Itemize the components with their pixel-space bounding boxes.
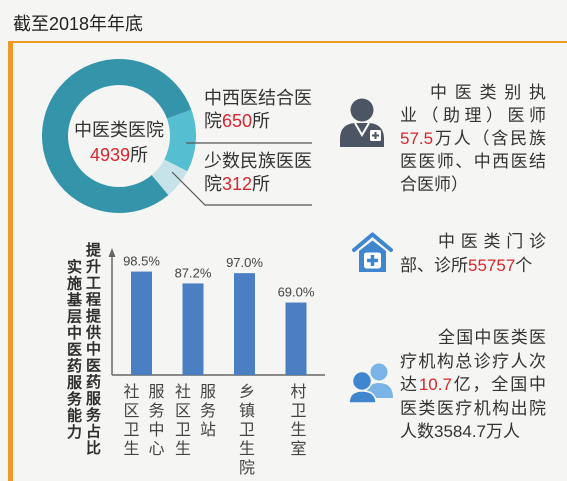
- stat-tcm-clinics: 中医类门诊部、诊所55757个: [400, 230, 546, 278]
- text-line: 达10.7亿，全国中: [400, 373, 546, 397]
- slice-unit: 所: [252, 174, 271, 194]
- text-segment: 医医师、中西医结: [400, 152, 546, 171]
- clinic-house-icon: [352, 232, 393, 272]
- donut-total-unit: 所: [130, 145, 149, 165]
- donut-total-number: 4939: [89, 145, 131, 165]
- donut-center-value: 4939所: [74, 143, 164, 168]
- slice-label: 中西医结合医院: [204, 88, 312, 131]
- text-segment: 疗机构总诊疗人次: [400, 351, 546, 371]
- text-line: 部、诊所55757个: [400, 254, 546, 278]
- connector-line-ethnic-hospitals: [171, 171, 312, 206]
- bar-chart-title-line-1: 实施基层中医药服务能力: [65, 259, 82, 441]
- slice-value: 312: [222, 174, 253, 194]
- text-segment: 万人（含民族: [433, 129, 546, 148]
- text-segment: 医类医疗机构出院: [400, 398, 546, 418]
- bar-chart-title-line-2: 提升工程提供中医药服务占比: [84, 242, 101, 457]
- bar-chart: 98.5% 87.2% 97.0% 69.0%: [108, 248, 325, 376]
- frame-top-rule: [8, 41, 567, 43]
- donut-slice-1: [164, 109, 196, 172]
- text-line: 合医师）: [400, 173, 546, 196]
- text-segment: 部、诊所: [400, 256, 468, 275]
- text-line: 全国中医类医: [400, 326, 546, 350]
- bar-3: [234, 273, 255, 375]
- connector-lines: [171, 142, 312, 206]
- text-segment: 人数3584.7万人: [400, 422, 520, 441]
- stat-tcm-physicians: 中医类别执业（助理）医师 57.5万人（含民族医医师、中西医结 合医师）: [400, 81, 546, 196]
- y-axis-arrow-icon: [108, 248, 116, 257]
- highlight-number: 57.5: [400, 129, 434, 148]
- donut-label-integrated-hospitals: 中西医结合医院650所: [204, 87, 319, 133]
- bar-category-label-2: 社区卫生服务站: [172, 383, 214, 459]
- text-segment: 亿，全国中: [451, 375, 547, 394]
- slice-value: 650: [222, 111, 253, 131]
- bar-category-label-1: 社区卫生服务中心: [120, 383, 163, 459]
- text-line: 57.5万人（含民族: [400, 127, 546, 150]
- text-segment: 达: [400, 375, 419, 394]
- slice-unit: 所: [252, 111, 271, 131]
- donut-chart: [42, 59, 196, 213]
- bar-value-label-4: 69.0%: [278, 285, 315, 300]
- bar-category-label-4: 村卫生室: [287, 383, 305, 459]
- text-line: 医类医疗机构出院: [400, 397, 546, 421]
- slice-label: 少数民族医医院: [204, 151, 312, 194]
- donut-slice-2: [151, 158, 188, 196]
- text-line: 中医类别执: [400, 81, 546, 104]
- bar-1: [131, 271, 152, 375]
- bar-value-label-3: 97.0%: [226, 255, 263, 270]
- text-line: 疗机构总诊疗人次: [400, 350, 546, 374]
- doctor-icon: [340, 98, 384, 147]
- frame-left-rule: [8, 41, 13, 481]
- text-segment: 中医类别执: [430, 83, 546, 102]
- text-segment: 合医师）: [400, 175, 468, 194]
- text-line: 医医师、中西医结: [400, 150, 546, 173]
- text-segment: 中医类门诊: [438, 232, 546, 251]
- bar-value-label-2: 87.2%: [175, 265, 212, 280]
- people-group-icon: [348, 363, 393, 404]
- text-line: 人数3584.7万人: [400, 420, 546, 444]
- highlight-number: 55757: [468, 256, 516, 275]
- text-segment: 全国中医类医: [438, 328, 546, 347]
- donut-center-title: 中医类医院: [74, 120, 164, 140]
- text-segment: 业（助理）医师: [400, 106, 546, 125]
- donut-label-ethnic-hospitals: 少数民族医医院312所: [204, 150, 319, 196]
- highlight-number: 10.7: [418, 375, 452, 394]
- stat-tcm-visits: 全国中医类医 疗机构总诊疗人次 达10.7亿，全国中 医类医疗机构出院 人数3584.7…: [400, 326, 546, 444]
- bar-2: [182, 283, 204, 375]
- text-segment: 个: [515, 256, 533, 275]
- text-line: 业（助理）医师: [400, 104, 546, 127]
- donut-slice-remainder: [42, 59, 192, 213]
- donut-center-label: 中医类医院 4939所: [74, 118, 164, 168]
- text-line: 中医类门诊: [400, 230, 546, 254]
- bar-category-label-3: 乡镇卫生院: [236, 383, 253, 478]
- page-title: 截至2018年年底: [13, 14, 144, 34]
- bar-4: [285, 302, 307, 375]
- bar-value-label-1: 98.5%: [123, 254, 160, 269]
